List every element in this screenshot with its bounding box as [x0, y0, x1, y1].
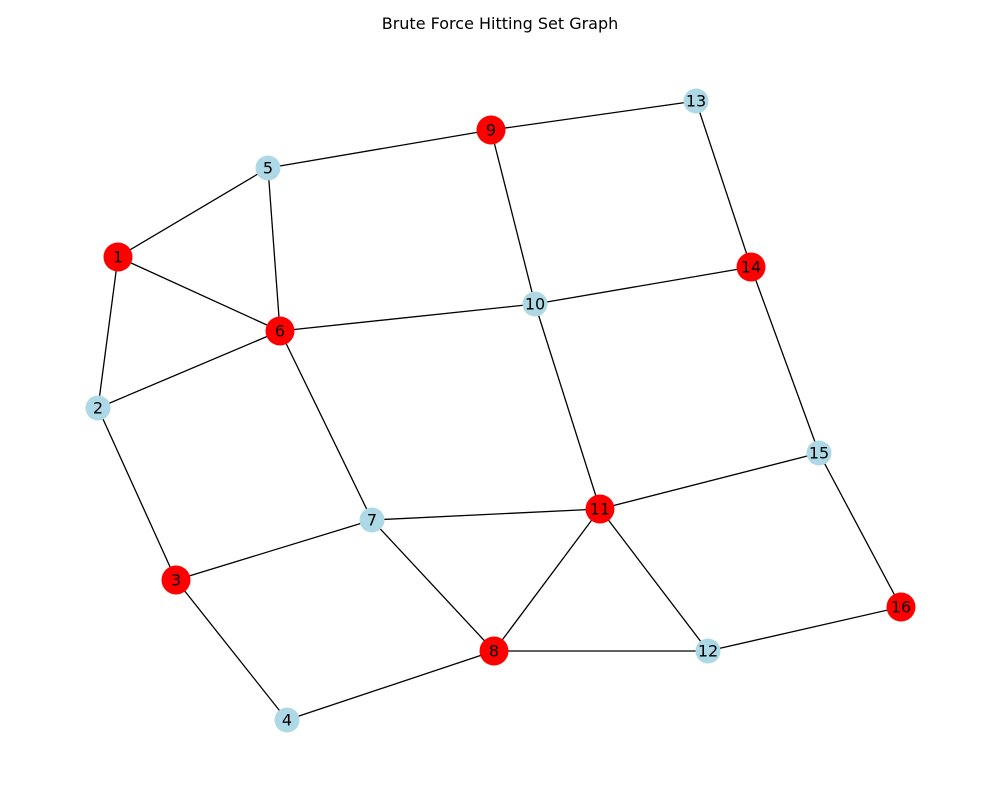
node-16: 16: [886, 592, 916, 622]
edge-5-9: [267, 129, 492, 169]
node-14: 14: [736, 252, 766, 282]
node-label-15: 15: [809, 444, 829, 463]
node-circle-16: [886, 592, 916, 622]
node-label-6: 6: [275, 322, 285, 341]
node-circle-8: [479, 636, 509, 666]
node-label-1: 1: [113, 248, 123, 267]
node-circle-14: [736, 252, 766, 282]
node-2: 2: [85, 395, 111, 421]
node-circle-10: [522, 291, 548, 317]
node-circle-2: [85, 395, 111, 421]
node-circle-11: [585, 494, 615, 524]
node-label-7: 7: [367, 511, 377, 530]
node-circle-3: [161, 565, 191, 595]
node-label-16: 16: [891, 598, 911, 617]
node-4: 4: [274, 707, 300, 733]
node-3: 3: [161, 565, 191, 595]
edge-1-6: [117, 256, 281, 332]
node-label-3: 3: [171, 571, 181, 590]
figure-title: Brute Force Hitting Set Graph: [382, 14, 619, 33]
node-label-8: 8: [489, 642, 499, 661]
node-label-12: 12: [698, 642, 718, 661]
edges-layer: [97, 100, 902, 721]
node-circle-12: [695, 638, 721, 664]
node-label-13: 13: [686, 92, 706, 111]
edge-1-5: [117, 167, 269, 258]
node-circle-7: [359, 507, 385, 533]
node-10: 10: [522, 291, 548, 317]
edge-9-10: [490, 129, 536, 305]
edge-2-3: [97, 407, 177, 581]
node-7: 7: [359, 507, 385, 533]
edge-10-14: [534, 266, 752, 305]
edge-12-16: [707, 606, 902, 652]
edge-11-15: [599, 452, 820, 510]
edge-1-2: [97, 256, 119, 409]
node-label-10: 10: [525, 295, 545, 314]
node-13: 13: [683, 88, 709, 114]
edge-11-12: [599, 508, 709, 652]
node-8: 8: [479, 636, 509, 666]
edge-8-11: [493, 508, 601, 652]
edge-2-6: [97, 330, 281, 409]
node-15: 15: [806, 440, 832, 466]
node-11: 11: [585, 494, 615, 524]
node-circle-5: [255, 155, 281, 181]
node-label-4: 4: [282, 711, 292, 730]
node-9: 9: [476, 115, 506, 145]
edge-4-8: [286, 650, 495, 721]
node-6: 6: [265, 316, 295, 346]
node-label-14: 14: [741, 258, 761, 277]
node-label-5: 5: [263, 159, 273, 178]
node-circle-4: [274, 707, 300, 733]
edge-3-7: [175, 519, 373, 581]
edge-14-15: [750, 266, 820, 454]
edge-7-8: [371, 519, 495, 652]
edge-3-4: [175, 579, 288, 721]
node-label-9: 9: [486, 121, 496, 140]
edge-15-16: [818, 452, 902, 608]
node-1: 1: [103, 242, 133, 272]
edge-10-11: [534, 303, 601, 510]
edge-6-10: [279, 303, 536, 332]
edge-5-6: [267, 167, 281, 332]
node-circle-13: [683, 88, 709, 114]
node-circle-6: [265, 316, 295, 346]
edge-13-14: [695, 100, 752, 268]
node-label-11: 11: [590, 500, 610, 519]
node-5: 5: [255, 155, 281, 181]
edge-7-11: [371, 508, 601, 521]
node-circle-1: [103, 242, 133, 272]
edge-9-13: [490, 100, 697, 131]
node-circle-9: [476, 115, 506, 145]
node-circle-15: [806, 440, 832, 466]
edge-6-7: [279, 330, 373, 521]
node-12: 12: [695, 638, 721, 664]
node-label-2: 2: [93, 399, 103, 418]
